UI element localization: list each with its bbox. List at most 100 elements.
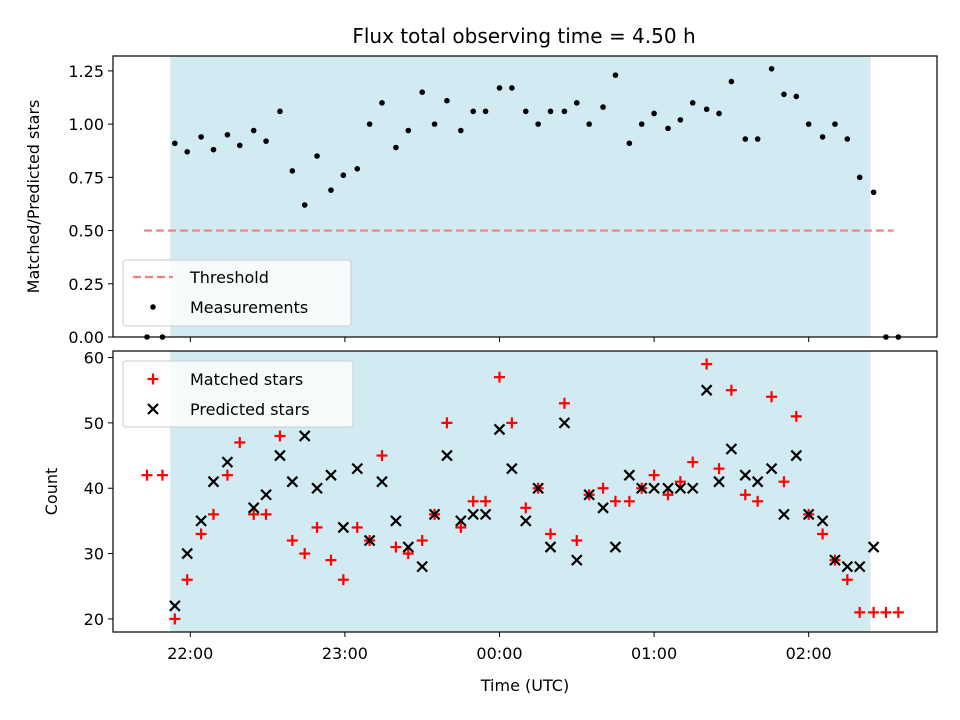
- predicted-star-point: [662, 482, 674, 495]
- bottom-panel: 20 30 40 50 60 22:00 23:00 00:00 01:00 02:00 Cou…: [42, 349, 938, 695]
- measurement-point: [184, 148, 191, 155]
- measurement-point: [768, 65, 775, 72]
- matched-star-point: [752, 495, 764, 507]
- matched-star-point: [868, 606, 880, 618]
- matched-star-point: [234, 436, 246, 448]
- matched-star-point: [662, 489, 674, 501]
- y-tick-label: 20: [84, 610, 104, 629]
- predicted-star-point: [286, 475, 299, 488]
- matched-star-point: [221, 469, 233, 481]
- measurement-point: [561, 108, 568, 115]
- measurement-point: [819, 134, 826, 140]
- bottom-plot-frame: [112, 350, 938, 633]
- matched-star-point: [467, 495, 479, 507]
- matched-star-point: [390, 541, 402, 553]
- predicted-star-point: [623, 469, 636, 481]
- matched-star-point: [841, 574, 853, 586]
- predicted-star-point: [532, 482, 544, 495]
- predicted-star-point: [441, 449, 453, 462]
- predicted-star-point: [751, 475, 764, 488]
- matched-star-point: [493, 371, 505, 383]
- predicted-star-point: [455, 515, 467, 527]
- measurement-point: [728, 78, 735, 85]
- measurement-point: [379, 100, 385, 106]
- predicted-star-point: [311, 482, 323, 495]
- top-legend-box: [122, 259, 352, 327]
- measurement-point: [689, 100, 696, 106]
- legend-matched-marker: [147, 373, 159, 385]
- measurement-point: [793, 93, 800, 100]
- predicted-star-point: [739, 469, 752, 481]
- legend-predicted-marker: [147, 403, 159, 415]
- y-tick-label: 1.00: [68, 115, 104, 134]
- predicted-star-point: [363, 534, 376, 547]
- predicted-star-point: [247, 502, 260, 514]
- measurement-point: [716, 110, 722, 117]
- predicted-star-point: [506, 462, 518, 475]
- legend-matched-label: Matched stars: [190, 370, 303, 389]
- matched-star-point: [609, 495, 621, 507]
- top-legend: Threshold Measurements: [122, 259, 352, 327]
- measurement-point: [431, 121, 438, 127]
- predicted-star-point: [790, 449, 803, 462]
- matched-star-point: [558, 397, 570, 409]
- matched-star-point: [181, 574, 193, 586]
- measurement-point: [844, 136, 851, 142]
- predicted-star-point: [493, 423, 506, 436]
- matched-star-point: [455, 521, 467, 533]
- matched-star-point: [506, 417, 518, 429]
- bottom-y-axis-label: Count: [42, 468, 61, 516]
- measurement-point: [263, 138, 269, 144]
- measurement-point: [651, 110, 657, 117]
- y-tick-label: 1.25: [68, 62, 104, 81]
- measurement-point: [586, 121, 592, 127]
- matched-star-point: [195, 528, 207, 540]
- matched-star-point: [701, 358, 713, 370]
- predicted-star-point: [609, 541, 622, 553]
- matched-star-point: [337, 574, 349, 586]
- predicted-star-point: [207, 475, 220, 488]
- measurement-point: [224, 131, 231, 138]
- matched-star-point: [597, 482, 609, 494]
- top-y-axis: 0.00 0.25 0.50 0.75 1.00 1.25: [68, 62, 113, 347]
- measurement-point: [405, 127, 412, 134]
- x-tick-label: 00:00: [476, 644, 522, 663]
- predicted-star-point: [169, 600, 181, 612]
- top-x-ticks: [189, 337, 810, 342]
- measurement-point: [314, 153, 320, 159]
- predicted-star-point: [402, 541, 415, 553]
- predicted-stars-series: [169, 384, 880, 612]
- measurement-point: [638, 121, 645, 127]
- measurement-point: [612, 72, 619, 78]
- matched-star-point: [817, 528, 829, 540]
- predicted-star-point: [337, 521, 350, 534]
- predicted-star-point: [181, 547, 193, 560]
- predicted-star-point: [416, 560, 428, 573]
- measurement-point: [535, 121, 541, 127]
- measurement-point: [677, 117, 684, 123]
- matched-star-point: [880, 606, 892, 618]
- matched-stars-series: [141, 358, 904, 625]
- y-tick-label: 50: [84, 414, 104, 433]
- measurement-point: [509, 85, 515, 91]
- legend-threshold-label: Threshold: [189, 268, 269, 287]
- predicted-star-point: [390, 515, 402, 527]
- matched-star-point: [286, 535, 298, 547]
- measurement-point: [600, 104, 606, 110]
- predicted-star-point: [829, 554, 841, 566]
- y-tick-label: 0.75: [68, 168, 104, 187]
- matched-star-point: [854, 606, 866, 618]
- predicted-star-point: [519, 515, 532, 527]
- measurement-point: [665, 125, 671, 132]
- x-tick-label: 01:00: [631, 644, 677, 663]
- matched-star-point: [351, 521, 363, 533]
- predicted-star-point: [583, 488, 595, 501]
- chart-title: Flux total observing time = 4.50 h: [352, 24, 695, 48]
- predicted-star-point: [479, 508, 492, 521]
- legend-matched-swatch: [147, 373, 159, 385]
- y-tick-label: 0.25: [68, 275, 104, 294]
- x-axis-label: Time (UTC): [480, 676, 569, 695]
- predicted-star-point: [816, 515, 829, 527]
- matched-star-point: [441, 417, 453, 429]
